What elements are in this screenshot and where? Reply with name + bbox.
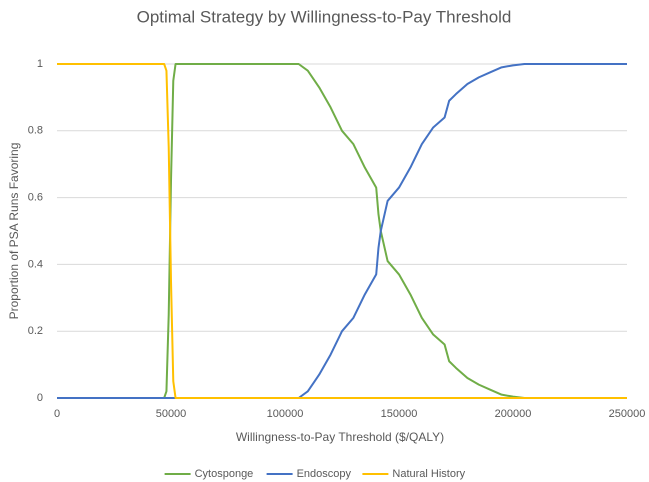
x-tick-label: 150000	[381, 408, 418, 420]
series-line	[57, 63, 627, 399]
y-tick-label: 0.4	[28, 258, 43, 270]
x-tick-label: 50000	[156, 408, 187, 420]
y-tick-label: 0.6	[28, 192, 43, 204]
legend-label: Endoscopy	[297, 468, 352, 480]
y-axis-title: Proportion of PSA Runs Favoring	[7, 143, 21, 320]
y-tick-label: 0.2	[28, 325, 43, 337]
x-tick-label: 250000	[609, 408, 646, 420]
x-axis-title: Willingness-to-Pay Threshold ($/QALY)	[236, 430, 444, 444]
series-line	[57, 63, 627, 399]
x-tick-label: 0	[54, 408, 60, 420]
series-line	[57, 63, 627, 399]
y-tick-label: 1	[37, 58, 43, 70]
y-tick-label: 0	[37, 392, 43, 404]
legend-label: Cytosponge	[195, 468, 254, 480]
chart-title: Optimal Strategy by Willingness-to-Pay T…	[137, 7, 512, 26]
y-tick-label: 0.8	[28, 125, 43, 137]
legend-label: Natural History	[392, 468, 465, 480]
x-tick-label: 100000	[267, 408, 304, 420]
x-tick-label: 200000	[495, 408, 532, 420]
